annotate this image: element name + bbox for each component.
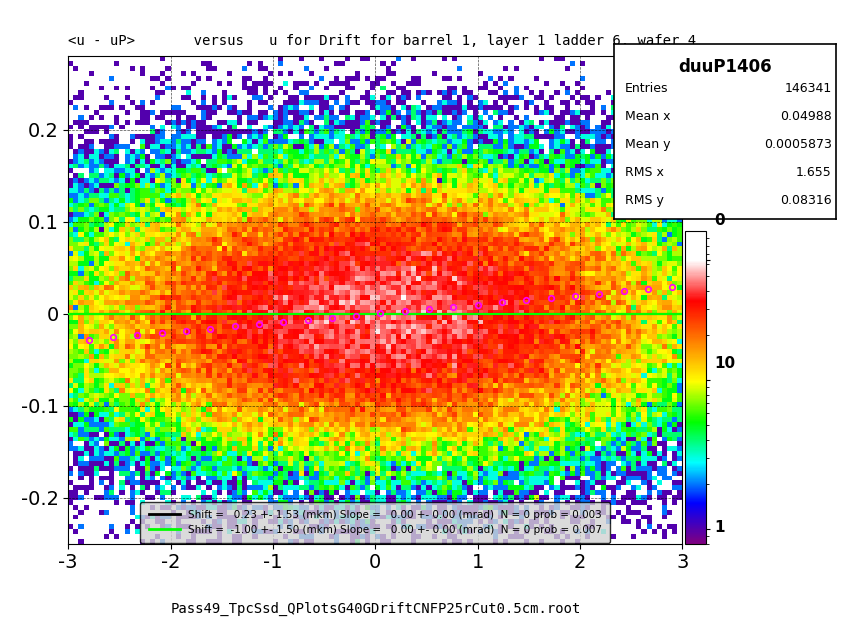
Text: 0: 0 [713,213,723,228]
Text: RMS x: RMS x [625,166,664,179]
Text: 0.0005873: 0.0005873 [763,138,831,151]
Text: 0.04988: 0.04988 [779,110,831,123]
Text: Entries: Entries [625,82,668,95]
Legend: Shift =   0.23 +- 1.53 (mkm) Slope =   0.00 +- 0.00 (mrad)  N = 0 prob = 0.003, : Shift = 0.23 +- 1.53 (mkm) Slope = 0.00 … [140,501,610,543]
Text: Mean x: Mean x [625,110,670,123]
Text: Pass49_TpcSsd_QPlotsG40GDriftCNFP25rCut0.5cm.root: Pass49_TpcSsd_QPlotsG40GDriftCNFP25rCut0… [170,601,580,616]
Text: <u - uP>       versus   u for Drift for barrel 1, layer 1 ladder 6, wafer 4: <u - uP> versus u for Drift for barrel 1… [68,34,695,48]
Text: 146341: 146341 [783,82,831,95]
Text: 0.08316: 0.08316 [779,194,831,208]
Text: RMS y: RMS y [625,194,664,208]
Text: Mean y: Mean y [625,138,670,151]
Text: 1.655: 1.655 [795,166,831,179]
Text: 10: 10 [713,356,734,371]
Text: 1: 1 [713,521,723,536]
Text: duuP1406: duuP1406 [677,58,771,76]
